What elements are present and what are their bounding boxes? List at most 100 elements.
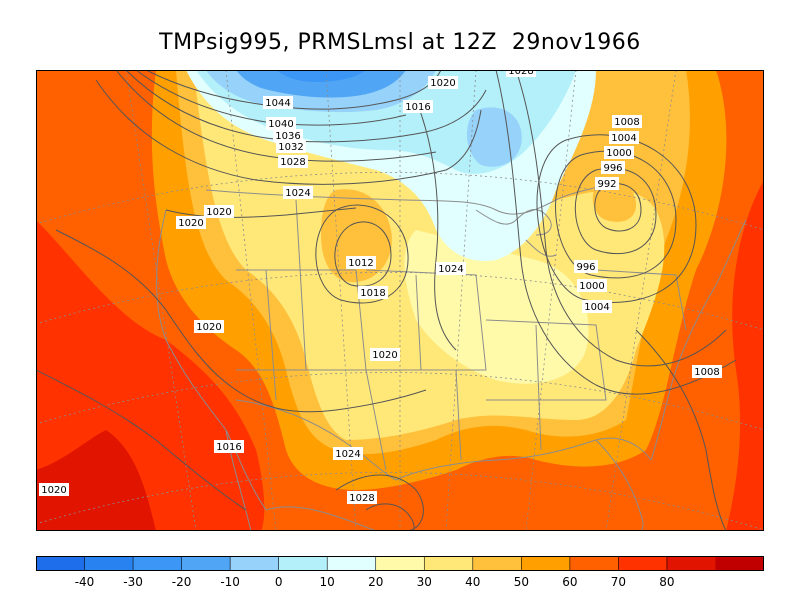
state-border [415, 274, 422, 371]
isobar-label: 1020 [194, 320, 224, 333]
isobar-ridge [415, 99, 457, 351]
isobar-low-northeast [555, 150, 677, 279]
state-border [265, 269, 277, 401]
svg-text:1020: 1020 [41, 485, 66, 496]
isobar-label: 1028 [347, 491, 377, 504]
temp-fill-minus30-minus20 [236, 70, 406, 98]
colorbar-bin [569, 556, 619, 570]
colorbar-tick-label: 0 [275, 575, 283, 589]
isobar-label: 1024 [436, 262, 466, 275]
isobar [55, 229, 427, 413]
isobar-low-northeast [574, 167, 657, 255]
state-border [236, 269, 367, 371]
svg-text:1020: 1020 [372, 350, 397, 361]
colorbar-bin [618, 556, 668, 570]
colorbar-tick-label: -20 [172, 575, 192, 589]
colorbar-bin [84, 556, 134, 570]
isobar-label: 1004 [609, 131, 639, 144]
colorbar-tick-label: -40 [75, 575, 95, 589]
temp-fill-hot-east [726, 180, 764, 531]
svg-text:1028: 1028 [349, 493, 374, 504]
isobar-label: 1008 [692, 365, 722, 378]
isobar-low-northeast [594, 183, 642, 232]
colorbar-bin [327, 556, 377, 570]
colorbar-tick-label: 10 [320, 575, 335, 589]
temp-fill-minus20-minus10 [206, 70, 522, 167]
isobar [115, 70, 437, 162]
isobar-trough [495, 70, 737, 395]
colorbar-bin [230, 556, 280, 570]
latitude-line [36, 372, 764, 431]
isobar-label: 1020 [39, 483, 69, 496]
isobar [145, 70, 442, 110]
colorbar-tick-label: -30 [123, 575, 143, 589]
colorbar-tick-label: 40 [465, 575, 480, 589]
colorbar-bin [472, 556, 522, 570]
isobar-label: 1044 [263, 96, 293, 109]
west-coastline [156, 209, 267, 511]
state-border [365, 269, 487, 371]
temp-fill-hottest [36, 430, 156, 531]
isobar-label: 992 [595, 177, 619, 190]
isobar-trough [515, 70, 727, 367]
svg-text:1018: 1018 [360, 288, 385, 299]
isobar-label: 1000 [604, 146, 634, 159]
isobar-label: 1000 [577, 279, 607, 292]
isobar-label: 1018 [358, 286, 388, 299]
state-border [295, 199, 307, 371]
colorbar-tick-label: 20 [368, 575, 383, 589]
map-plot: 1020 1028 1044 1016 1040 1036 1032 1028 … [36, 70, 764, 531]
isobars [36, 70, 737, 531]
isobar-label: 1020 [370, 348, 400, 361]
isobar-southeast [635, 329, 727, 531]
state-border [455, 369, 462, 461]
colorbar-tick-label: 70 [611, 575, 626, 589]
isobar-label: 1016 [403, 100, 433, 113]
colorbar-tick-label: -10 [220, 575, 240, 589]
state-border [485, 319, 607, 401]
map-boundaries [156, 179, 747, 531]
colorbar-tick-label: 30 [417, 575, 432, 589]
isobar-label: 1028 [278, 155, 308, 168]
baja-coastline [225, 429, 252, 531]
longitude-line [225, 70, 277, 531]
svg-text:1024: 1024 [438, 264, 463, 275]
svg-text:1020: 1020 [196, 322, 221, 333]
longitude-line [445, 70, 477, 531]
svg-text:1040: 1040 [268, 119, 293, 130]
isobar-label: 1008 [612, 115, 642, 128]
svg-text:1044: 1044 [265, 98, 290, 109]
color-bar: -40 -30 -20 -10 0 10 20 30 40 50 60 70 80 [36, 556, 764, 589]
colorbar-bin [715, 556, 764, 570]
svg-text:1032: 1032 [278, 142, 303, 153]
colorbar-frame [36, 556, 764, 571]
svg-text:1016: 1016 [216, 442, 241, 453]
svg-text:1004: 1004 [611, 133, 636, 144]
svg-text:1024: 1024 [335, 449, 360, 460]
great-lakes [475, 209, 557, 257]
state-border [595, 269, 687, 331]
svg-text:992: 992 [597, 179, 616, 190]
state-border [365, 369, 387, 471]
isobar-label: 1004 [582, 300, 612, 313]
svg-text:1028: 1028 [280, 157, 305, 168]
svg-text:1000: 1000 [606, 148, 631, 159]
svg-text:996: 996 [576, 262, 595, 273]
svg-text:1020: 1020 [178, 218, 203, 229]
svg-text:1012: 1012 [348, 258, 373, 269]
isobar [95, 79, 482, 185]
svg-text:1000: 1000 [579, 281, 604, 292]
isobar-label: 996 [574, 260, 598, 273]
mexico-coastline [265, 506, 377, 531]
temperature-fill [36, 70, 764, 531]
chart-title: TMPsig995, PRMSLmsl at 12Z 29nov1966 [159, 30, 641, 55]
isobar-label: 996 [601, 161, 625, 174]
latitude-line [36, 472, 764, 531]
us-mexico-border [235, 399, 397, 481]
svg-text:1036: 1036 [275, 131, 300, 142]
colorbar-bin [666, 556, 716, 570]
isobar-low-central [334, 221, 392, 287]
isobar-label: 1040 [266, 117, 296, 130]
colorbar-bin [375, 556, 425, 570]
colorbar-bin [278, 556, 328, 570]
